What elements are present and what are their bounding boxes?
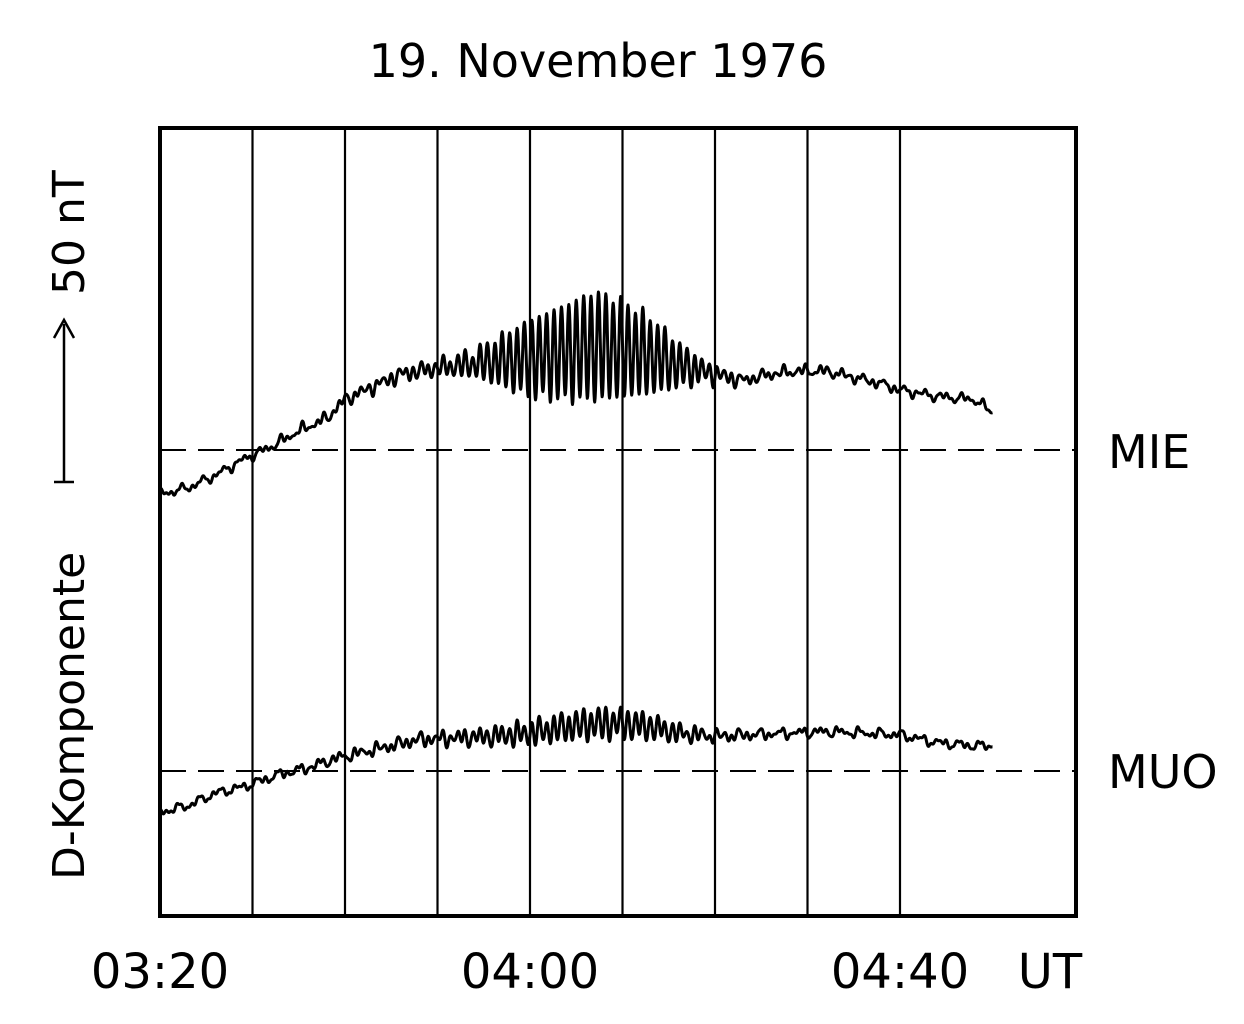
x-tick-label: 04:00 — [461, 944, 599, 1000]
x-tick-label: 04:40 — [831, 944, 969, 1000]
scale-bar-arrow-icon — [52, 317, 76, 339]
x-tick-labels: 03:20 04:00 04:40 — [91, 944, 969, 1000]
scale-bar-value: 50 nT — [44, 170, 95, 295]
series — [158, 290, 994, 816]
x-tick-label: 03:20 — [91, 944, 229, 1000]
chart-title: 19. November 1976 — [369, 34, 828, 88]
baselines — [160, 449, 1076, 772]
scale-bar — [52, 317, 76, 484]
y-axis-label: D-Komponente — [44, 552, 95, 880]
x-unit-label: UT — [1018, 944, 1083, 1000]
series-line-muo — [158, 705, 994, 816]
series-line-mie — [158, 290, 994, 497]
plot-frame — [158, 126, 1078, 918]
series-label-muo: MUO — [1108, 745, 1218, 799]
grid — [251, 128, 902, 916]
series-label-mie: MIE — [1108, 425, 1190, 479]
